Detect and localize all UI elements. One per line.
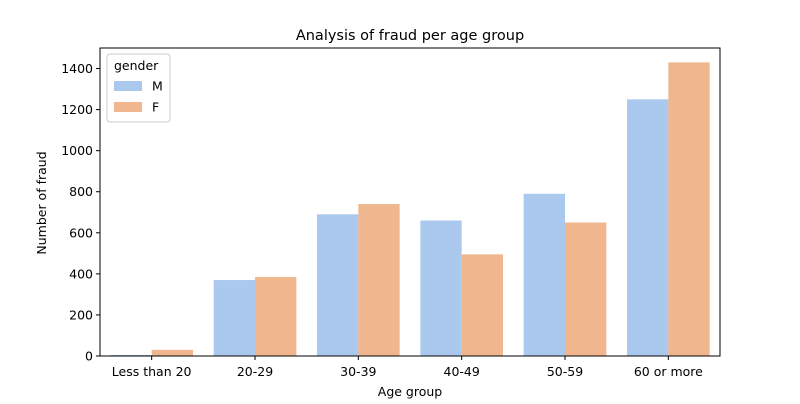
y-tick-label: 1000 (61, 143, 93, 158)
y-tick-label: 1400 (61, 61, 93, 76)
x-tick-label: 20-29 (237, 364, 273, 379)
x-tick-label: 60 or more (634, 364, 703, 379)
legend-swatch-f (114, 102, 142, 112)
bars-layer (110, 62, 710, 357)
bar-f-5 (668, 62, 710, 357)
x-tick-label: 40-49 (444, 364, 480, 379)
legend-label-f: F (152, 100, 159, 115)
y-tick-label: 600 (69, 225, 93, 240)
y-tick-label: 0 (85, 349, 93, 364)
y-tick-label: 1200 (61, 102, 93, 117)
bar-m-0 (110, 354, 152, 356)
y-tick-label: 400 (69, 266, 93, 281)
bar-f-4 (565, 222, 607, 356)
y-axis-label: Number of fraud (34, 151, 49, 254)
x-tick-label: 50-59 (547, 364, 583, 379)
bar-f-2 (358, 204, 400, 356)
bar-m-5 (627, 99, 669, 356)
x-axis-label: Age group (378, 384, 443, 399)
legend-swatch-m (114, 81, 142, 91)
bar-m-4 (523, 193, 565, 356)
bar-f-3 (461, 254, 503, 356)
legend-label-m: M (152, 79, 163, 94)
x-tick-label: 30-39 (340, 364, 376, 379)
bar-m-1 (213, 280, 255, 356)
x-tick-label: Less than 20 (112, 364, 192, 379)
legend: gender MF (106, 53, 171, 123)
chart-title: Analysis of fraud per age group (296, 28, 524, 44)
plot-frame (99, 47, 721, 357)
y-tick-label: 200 (69, 307, 93, 322)
bar-f-1 (255, 276, 297, 356)
bar-f-0 (151, 349, 193, 356)
bar-m-2 (317, 214, 359, 356)
legend-title: gender (114, 58, 159, 73)
y-tick-label: 800 (69, 184, 93, 199)
axes-layer: 0 200 400 600 800 1000 1200 1400 Less than 20 20-… (61, 47, 721, 379)
bar-m-3 (420, 220, 462, 356)
